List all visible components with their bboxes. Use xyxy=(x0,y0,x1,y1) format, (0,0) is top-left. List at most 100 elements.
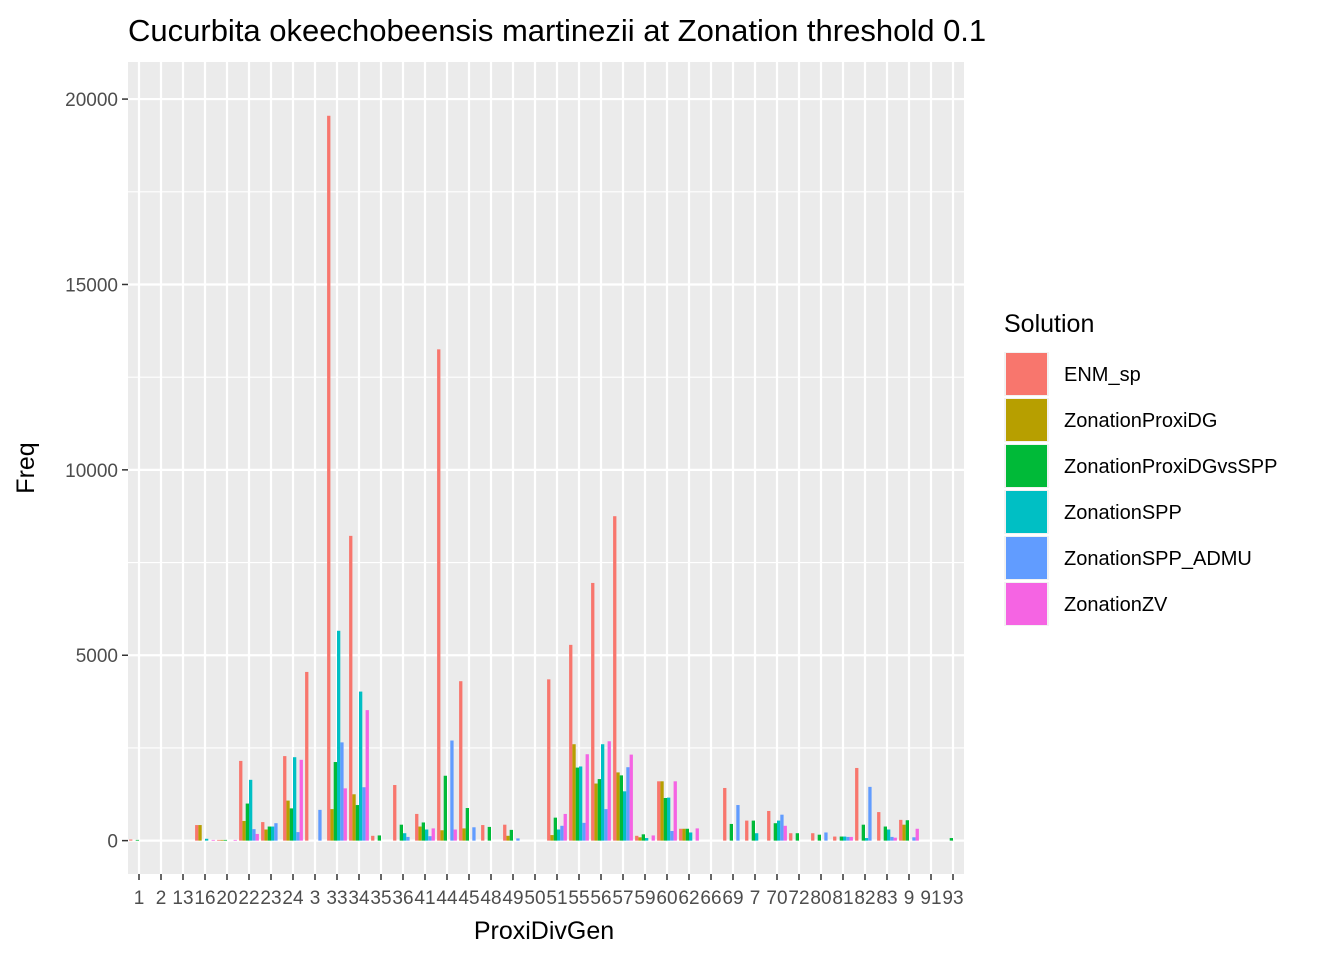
bar xyxy=(393,785,397,841)
bar xyxy=(327,115,331,841)
x-tick-label: 69 xyxy=(722,888,743,909)
bar xyxy=(849,836,853,841)
bar xyxy=(607,741,611,841)
bar xyxy=(349,535,353,841)
bar xyxy=(846,836,850,841)
bar xyxy=(604,809,608,841)
bar xyxy=(220,839,224,841)
bar xyxy=(406,836,410,841)
bar xyxy=(359,691,363,841)
bar xyxy=(723,787,727,841)
bar xyxy=(629,754,633,841)
bar xyxy=(575,767,579,841)
legend-title: Solution xyxy=(1004,310,1094,338)
x-tick-label: 16 xyxy=(194,888,215,909)
bars xyxy=(129,115,953,841)
bar xyxy=(289,808,293,841)
y-tick-label: 10000 xyxy=(65,461,118,482)
bar xyxy=(506,835,510,841)
bar xyxy=(340,742,344,841)
bar xyxy=(305,671,309,841)
x-axis-title: ProxiDivGen xyxy=(474,917,614,945)
bar xyxy=(667,797,671,841)
bar xyxy=(563,813,567,841)
x-tick-label: 82 xyxy=(854,888,875,909)
bar xyxy=(673,781,677,841)
bar xyxy=(459,681,463,841)
bar xyxy=(293,757,297,841)
x-tick-label: 50 xyxy=(524,888,545,909)
bar xyxy=(905,820,909,841)
bar xyxy=(233,839,237,841)
bar xyxy=(783,825,787,841)
bar xyxy=(550,835,554,841)
bar xyxy=(817,834,821,841)
bar xyxy=(855,767,859,841)
bar xyxy=(249,779,253,841)
bar xyxy=(626,767,630,841)
legend-swatch xyxy=(1006,491,1047,533)
bar xyxy=(773,823,777,841)
bar xyxy=(428,836,432,841)
bar xyxy=(377,835,381,841)
bar xyxy=(616,772,620,841)
x-tick-label: 44 xyxy=(436,888,458,909)
bar xyxy=(689,832,693,841)
x-tick-label: 91 xyxy=(920,888,941,909)
bar xyxy=(352,794,356,841)
bar xyxy=(516,838,520,841)
chart-title: Cucurbita okeechobeensis martinezii at Z… xyxy=(128,13,986,48)
bar xyxy=(245,803,249,841)
legend-label: ENM_sp xyxy=(1064,364,1141,386)
bar xyxy=(425,829,429,841)
bar xyxy=(893,837,897,841)
bar xyxy=(503,824,507,841)
bar xyxy=(261,822,265,841)
bar xyxy=(883,826,887,841)
bar xyxy=(560,825,564,841)
x-tick-label: 33 xyxy=(326,888,347,909)
bar xyxy=(623,791,627,841)
bar xyxy=(745,820,749,841)
y-tick-label: 15000 xyxy=(65,275,118,296)
bar xyxy=(613,516,617,841)
x-tick-label: 70 xyxy=(766,888,787,909)
bar xyxy=(198,825,202,841)
bar xyxy=(129,839,133,841)
bar xyxy=(431,828,435,841)
bar xyxy=(440,830,444,841)
bar xyxy=(877,812,881,841)
x-tick-label: 20 xyxy=(216,888,237,909)
bar xyxy=(355,805,359,841)
bar xyxy=(729,823,733,841)
y-tick-label: 0 xyxy=(107,832,118,853)
bar xyxy=(271,826,275,841)
bar xyxy=(641,834,645,841)
bar xyxy=(239,760,243,841)
x-tick-label: 22 xyxy=(238,888,259,909)
bar xyxy=(755,833,759,841)
bar xyxy=(619,775,623,841)
bar xyxy=(695,828,699,841)
bar xyxy=(415,813,419,841)
bar xyxy=(833,836,837,841)
bar xyxy=(264,829,268,841)
y-tick-label: 20000 xyxy=(65,90,118,111)
bar xyxy=(635,835,639,841)
bar xyxy=(865,838,869,841)
bar xyxy=(437,349,441,841)
x-tick-label: 66 xyxy=(700,888,721,909)
bar xyxy=(365,710,369,841)
legend-swatch xyxy=(1006,353,1047,395)
bar xyxy=(267,826,271,841)
grid xyxy=(128,62,964,874)
x-axis: 1 2 13 16 20 22 23 24 3 33 34 35 36 41 44 45 48 49 50 51 55 5… xyxy=(134,874,964,909)
bar xyxy=(509,829,513,841)
x-tick-label: 59 xyxy=(634,888,655,909)
bar xyxy=(685,828,689,841)
bar xyxy=(736,805,740,841)
x-tick-label: 24 xyxy=(282,888,304,909)
x-tick-label: 48 xyxy=(480,888,501,909)
x-tick-label: 62 xyxy=(678,888,699,909)
